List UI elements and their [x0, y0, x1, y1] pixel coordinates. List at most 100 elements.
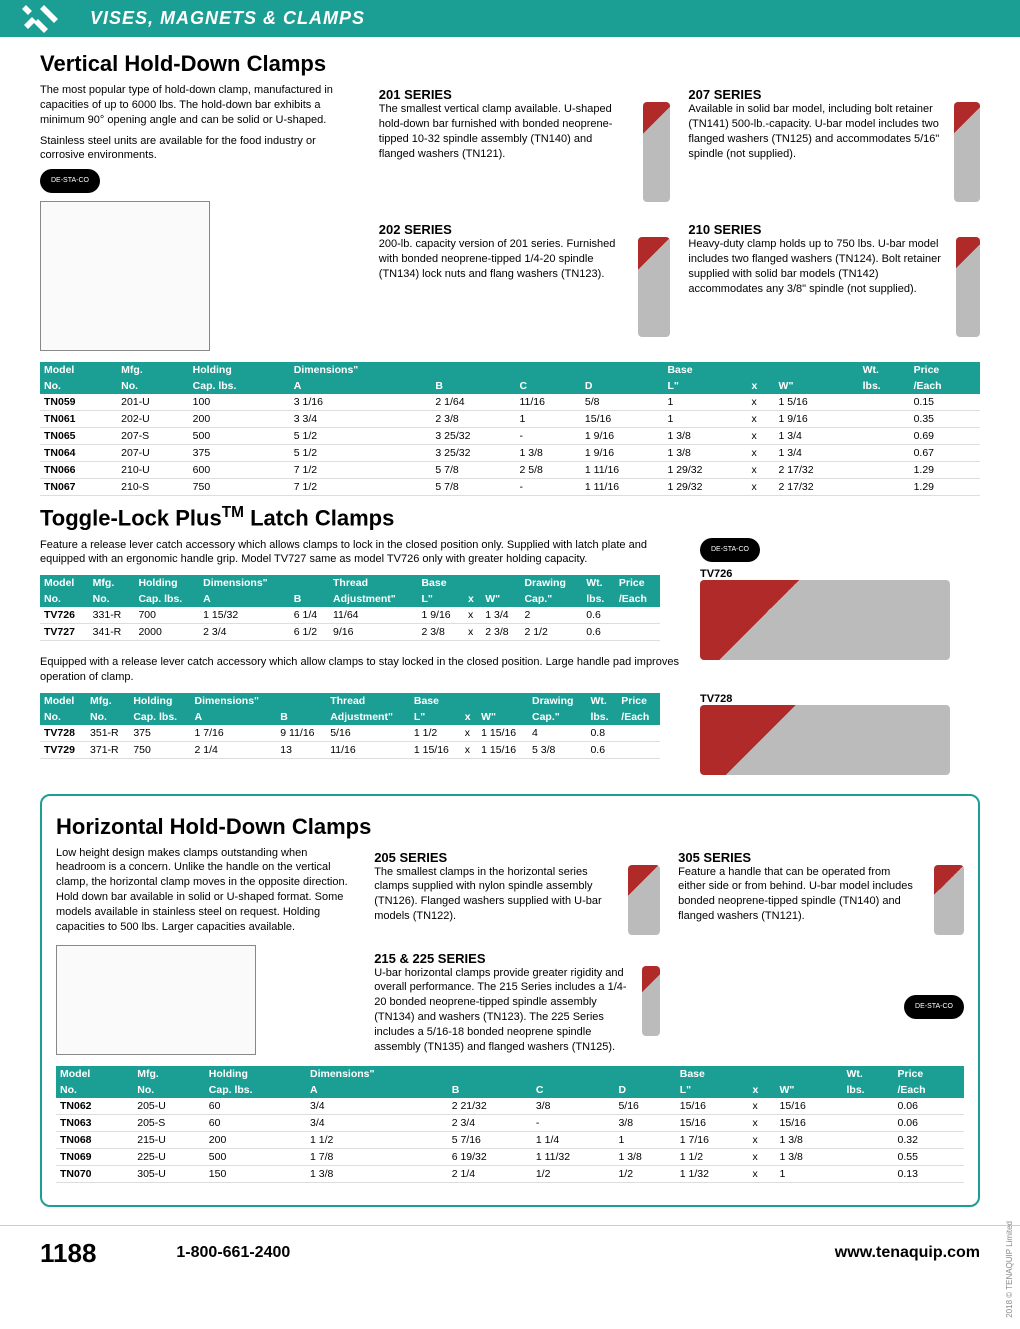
- brand-badge-3: DE-STA-CO: [904, 995, 964, 1019]
- table-cell: 305-U: [133, 1165, 205, 1182]
- table-cell: 2 21/32: [448, 1098, 532, 1115]
- section2-intro2: Equipped with a release lever catch acce…: [40, 655, 686, 685]
- table-cell: 1 15/16: [410, 741, 461, 758]
- section2-table2: ModelMfg.HoldingDimensions"ThreadBaseDra…: [40, 693, 660, 759]
- table-cell: 1: [663, 411, 747, 428]
- table-cell: 5/8: [581, 394, 664, 411]
- product-image-tv726: [700, 580, 950, 660]
- table-cell: [615, 624, 660, 641]
- table-cell: 5 3/8: [528, 741, 586, 758]
- table-header: Wt.: [582, 575, 615, 591]
- table-subheader: B: [431, 378, 515, 394]
- table-cell: 9/16: [329, 624, 417, 641]
- table-subheader: No.: [40, 378, 117, 394]
- table-cell: 11/16: [515, 394, 580, 411]
- table-cell: [843, 1131, 894, 1148]
- table-cell: 1 3/8: [776, 1131, 843, 1148]
- table-cell: 9 11/16: [276, 725, 326, 742]
- table-cell: [859, 479, 910, 496]
- table-subheader: lbs.: [859, 378, 910, 394]
- s201-title: 201 SERIES: [379, 87, 671, 102]
- table-subheader: C: [515, 378, 580, 394]
- table-cell: TN066: [40, 462, 117, 479]
- product-image-305: [934, 865, 964, 935]
- phone-number: 1-800-661-2400: [176, 1244, 290, 1262]
- table-cell: 3 3/4: [290, 411, 432, 428]
- table-cell: x: [748, 479, 775, 496]
- table-cell: 0.06: [894, 1098, 964, 1115]
- table-cell: 210-S: [117, 479, 189, 496]
- table-cell: 2000: [134, 624, 199, 641]
- section3-title: Horizontal Hold-Down Clamps: [56, 814, 964, 840]
- table-cell: 0.32: [894, 1131, 964, 1148]
- table-cell: x: [748, 394, 775, 411]
- table-cell: TV728: [40, 725, 86, 742]
- table-cell: 15/16: [581, 411, 664, 428]
- table-subheader: No.: [117, 378, 189, 394]
- tv728-label: TV728: [700, 693, 732, 705]
- table-cell: 1 15/16: [477, 741, 528, 758]
- table-cell: 500: [189, 428, 290, 445]
- table-header: Drawing: [528, 693, 586, 709]
- table-cell: 207-U: [117, 445, 189, 462]
- table-cell: 11/16: [326, 741, 410, 758]
- brand-badge: DE-STA-CO: [40, 169, 100, 193]
- table-header: [477, 693, 528, 709]
- table-subheader: lbs.: [582, 591, 615, 607]
- table-cell: 1 3/8: [776, 1148, 843, 1165]
- table-subheader: lbs.: [586, 709, 617, 725]
- table-cell: 2 17/32: [775, 479, 859, 496]
- table-cell: 1 29/32: [663, 479, 747, 496]
- table-cell: TV727: [40, 624, 89, 641]
- table-cell: 225-U: [133, 1148, 205, 1165]
- table-header: Holding: [134, 575, 199, 591]
- s305-text: Feature a handle that can be operated fr…: [678, 865, 920, 924]
- table-cell: 15/16: [676, 1098, 749, 1115]
- diagram-vertical: [40, 201, 210, 351]
- table-subheader: Adjustment": [329, 591, 417, 607]
- s205-title: 205 SERIES: [374, 850, 660, 865]
- table-row: TV726331-R7001 15/326 1/411/641 9/16x1 3…: [40, 607, 660, 624]
- table-cell: 2 1/4: [448, 1165, 532, 1182]
- table-cell: x: [461, 741, 477, 758]
- table-header: Base: [663, 362, 747, 378]
- table-cell: 205-U: [133, 1098, 205, 1115]
- table-cell: 1 3/8: [663, 445, 747, 462]
- table-cell: 700: [134, 607, 199, 624]
- table-cell: [843, 1148, 894, 1165]
- table-header: Mfg.: [117, 362, 189, 378]
- table-subheader: D: [614, 1082, 675, 1098]
- table-subheader: A: [199, 591, 290, 607]
- table-row: TN070305-U1501 3/82 1/41/21/21 1/32x10.1…: [56, 1165, 964, 1182]
- table-cell: 371-R: [86, 741, 129, 758]
- table-subheader: lbs.: [843, 1082, 894, 1098]
- table-cell: 11/64: [329, 607, 417, 624]
- page-footer: 1188 1-800-661-2400 www.tenaquip.com: [0, 1225, 1020, 1281]
- table-cell: x: [748, 1131, 775, 1148]
- table-cell: x: [748, 1098, 775, 1115]
- table-cell: [859, 445, 910, 462]
- table-header: Wt.: [586, 693, 617, 709]
- table-subheader: Cap. lbs.: [134, 591, 199, 607]
- page-number: 1188: [40, 1238, 96, 1269]
- table-cell: [617, 725, 660, 742]
- table-subheader: x: [748, 1082, 775, 1098]
- table-subheader: D: [581, 378, 664, 394]
- section3-intro: Low height design makes clamps outstandi…: [56, 846, 356, 935]
- table-header: Base: [676, 1066, 749, 1082]
- table-cell: x: [748, 1148, 775, 1165]
- table-cell: 5 1/2: [290, 445, 432, 462]
- table-cell: 1.29: [910, 479, 980, 496]
- table-cell: 1 29/32: [663, 462, 747, 479]
- table-subheader: W": [477, 709, 528, 725]
- table-cell: 3 25/32: [431, 445, 515, 462]
- table-subheader: W": [481, 591, 520, 607]
- table-cell: x: [464, 607, 481, 624]
- table-header: Wt.: [843, 1066, 894, 1082]
- table-cell: 215-U: [133, 1131, 205, 1148]
- table-row: TN065207-S5005 1/23 25/32-1 9/161 3/8x1 …: [40, 428, 980, 445]
- table-cell: 0.69: [910, 428, 980, 445]
- table-subheader: L": [410, 709, 461, 725]
- table-cell: 15/16: [776, 1098, 843, 1115]
- table-row: TN063205-S603/42 3/4-3/815/16x15/160.06: [56, 1114, 964, 1131]
